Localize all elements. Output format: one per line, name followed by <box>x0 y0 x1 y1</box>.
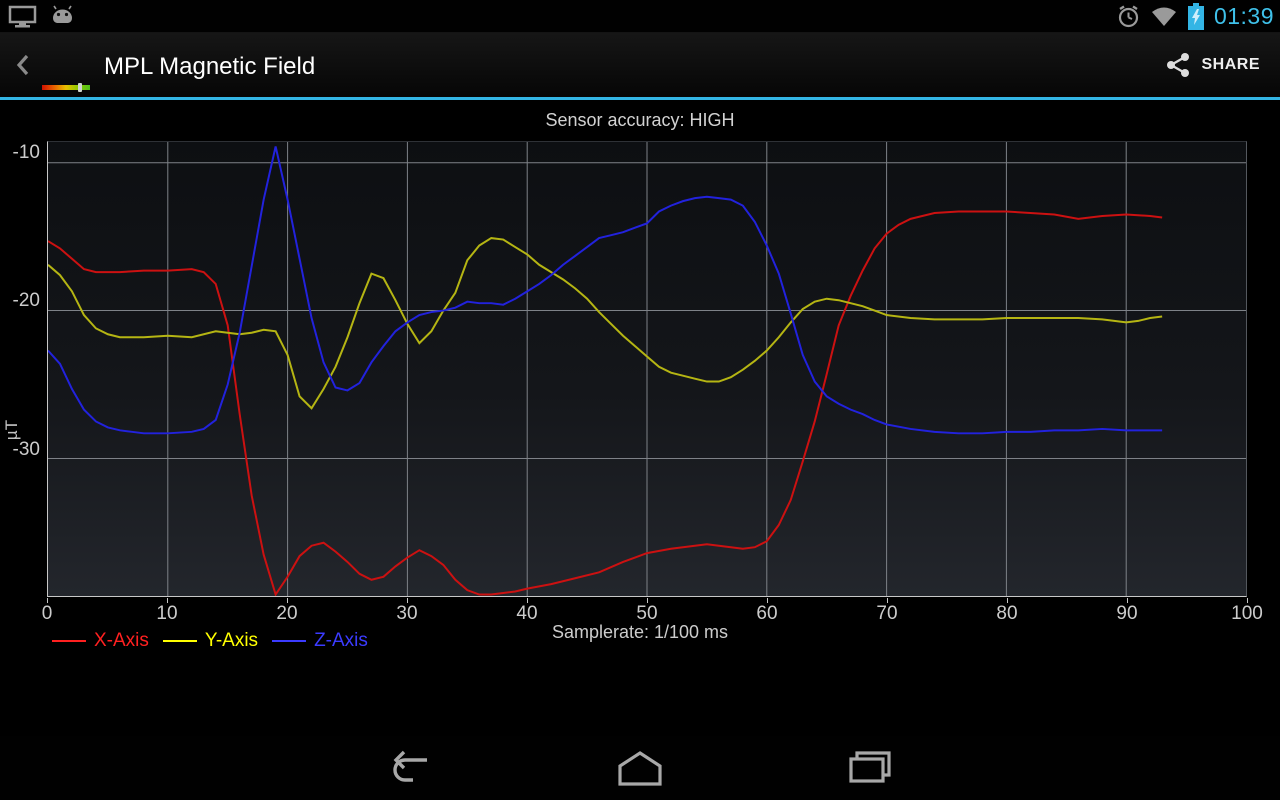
x-tickmark <box>407 598 408 603</box>
line-chart <box>48 142 1246 596</box>
app-icon-bar-thumb <box>78 83 82 92</box>
usb-debugging-android-icon <box>53 5 72 23</box>
legend-label-z-axis: Z-Axis <box>314 630 368 651</box>
x-tick-label: 80 <box>996 603 1018 624</box>
recents-nav-icon <box>849 751 891 783</box>
recents-nav-button[interactable] <box>840 746 900 790</box>
share-button[interactable]: SHARE <box>1157 43 1268 87</box>
action-bar-underline <box>0 97 1280 100</box>
chart-legend: X-Axis Y-Axis Z-Axis <box>52 630 368 652</box>
y-tick-label: -10 <box>12 141 40 163</box>
x-axis-label: Samplerate: 1/100 ms <box>551 622 729 642</box>
home-nav-button[interactable] <box>610 746 670 790</box>
x-tick-label: 20 <box>276 603 298 624</box>
x-tickmark <box>47 598 48 603</box>
app-icon[interactable] <box>40 38 92 92</box>
status-right-icons: 01:39 <box>1116 3 1274 30</box>
x-tickmark <box>767 598 768 603</box>
status-bar: 01:39 <box>0 0 1280 33</box>
legend-item-z-axis: Z-Axis <box>272 630 368 652</box>
x-tick-label: 70 <box>876 603 898 624</box>
y-axis-label: µT <box>2 419 21 441</box>
legend-item-y-axis: Y-Axis <box>162 630 259 652</box>
legend-label-x-axis: X-Axis <box>94 630 149 651</box>
home-nav-icon <box>618 751 662 786</box>
app-icon-gradient-bar <box>42 83 90 92</box>
display-mirroring-icon <box>8 5 37 28</box>
x-tickmark <box>1007 598 1008 603</box>
action-bar: MPL Magnetic Field SHARE <box>0 33 1280 97</box>
back-nav-button[interactable] <box>380 746 440 790</box>
legend-item-x-axis: X-Axis <box>52 630 149 652</box>
x-tickmark <box>527 598 528 603</box>
share-icon <box>1167 53 1190 77</box>
page-title: MPL Magnetic Field <box>104 53 316 80</box>
chart-title: Sensor accuracy: HIGH <box>545 110 735 130</box>
app-icon-rings <box>41 38 91 84</box>
y-tick-label: -30 <box>12 438 40 460</box>
x-tick-label: 90 <box>1116 603 1138 624</box>
legend-swatch-y-axis <box>162 640 197 642</box>
x-tickmark <box>887 598 888 603</box>
x-tickmark <box>647 598 648 603</box>
battery-charging-icon <box>1187 3 1204 30</box>
x-tick-label: 60 <box>756 603 778 624</box>
back-nav-icon <box>393 750 427 782</box>
x-tick-label: 30 <box>396 603 418 624</box>
status-left-icons <box>8 4 76 28</box>
x-tick-label: 0 <box>41 603 53 624</box>
legend-label-y-axis: Y-Axis <box>204 630 259 651</box>
share-button-label: SHARE <box>1201 56 1260 73</box>
up-back-chevron-icon[interactable] <box>16 53 30 77</box>
x-tick-label: 40 <box>516 603 538 624</box>
wifi-icon <box>1151 7 1176 26</box>
x-tickmark <box>287 598 288 603</box>
chart-plot-area[interactable] <box>47 141 1247 597</box>
alarm-icon <box>1118 5 1139 28</box>
x-tick-label: 10 <box>156 603 178 624</box>
x-tick-label: 50 <box>636 603 658 624</box>
x-tickmark <box>167 598 168 603</box>
x-tickmark <box>1247 598 1248 603</box>
x-tick-label: 100 <box>1231 603 1263 624</box>
navigation-bar <box>0 736 1280 800</box>
legend-swatch-z-axis <box>272 640 307 642</box>
clock-time: 01:39 <box>1213 3 1274 29</box>
x-tickmark <box>1127 598 1128 603</box>
y-tick-label: -20 <box>12 290 40 312</box>
legend-swatch-x-axis <box>52 640 86 642</box>
